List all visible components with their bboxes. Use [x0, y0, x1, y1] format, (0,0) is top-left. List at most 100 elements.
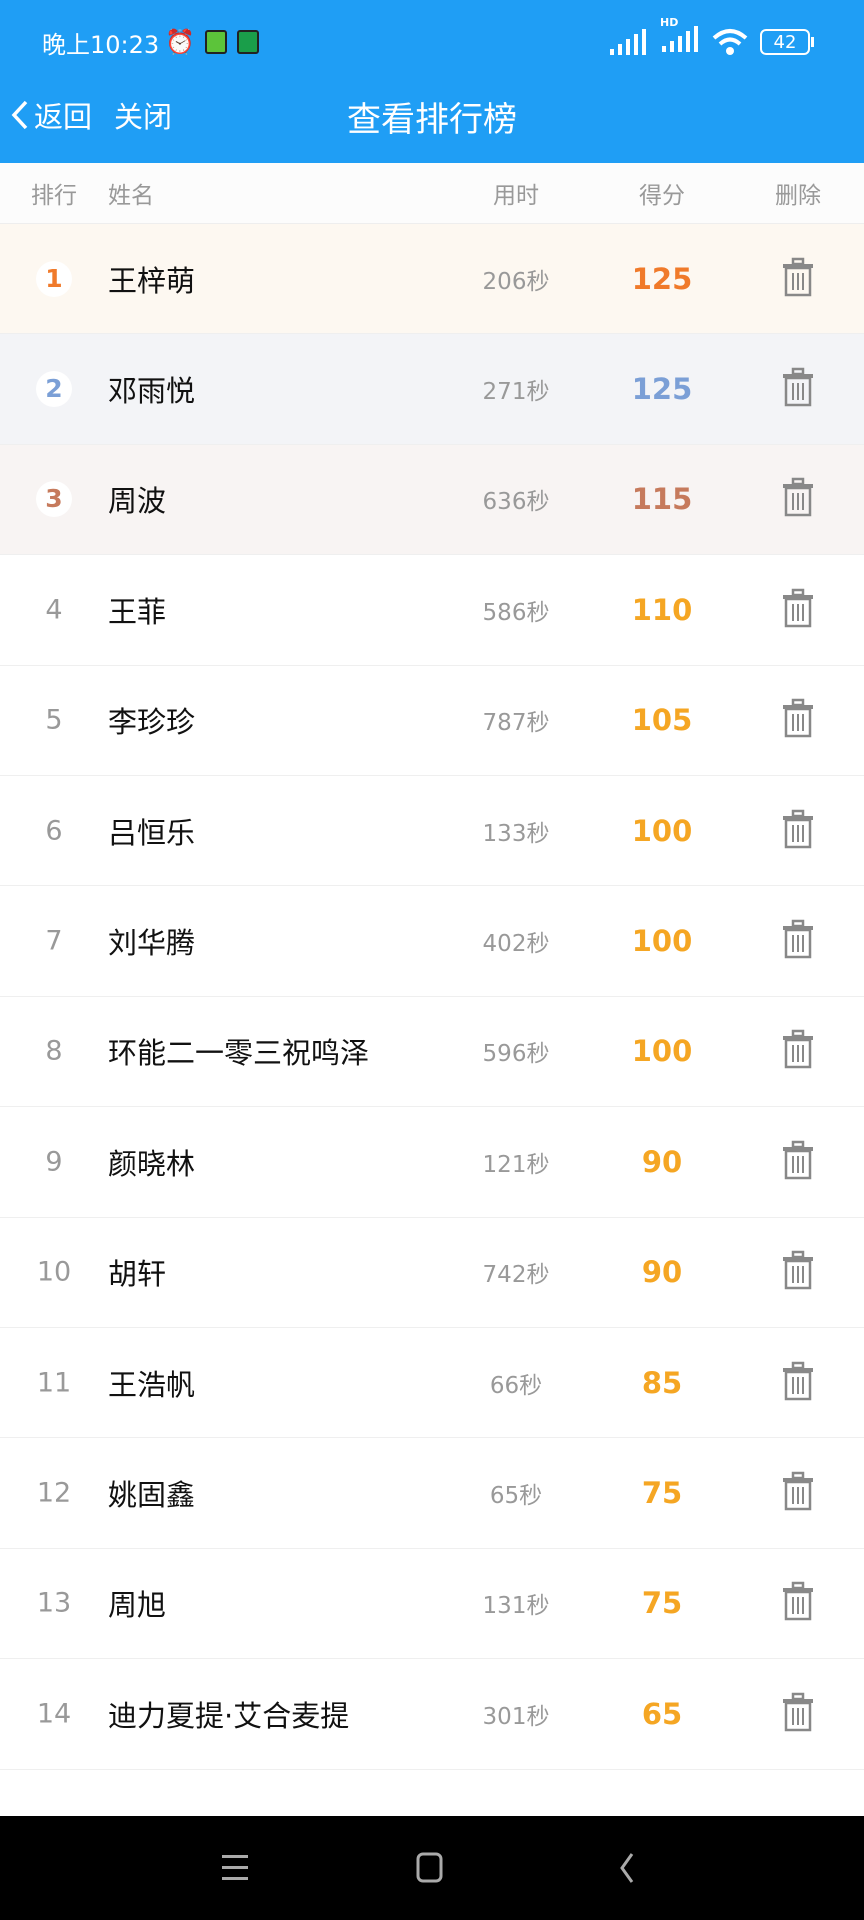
delete-button[interactable]	[740, 1471, 856, 1515]
score: 100	[631, 1034, 693, 1069]
player-name: 刘华腾	[108, 926, 196, 961]
table-row: 3 周波 636秒 115	[0, 444, 864, 556]
time-used: 402秒	[482, 931, 550, 958]
table-row: 2 邓雨悦 271秒 125	[0, 334, 864, 445]
col-name: 姓名	[108, 183, 154, 209]
player-name: 王菲	[108, 594, 167, 629]
player-name: 邓雨悦	[108, 374, 196, 409]
rank: 1	[0, 260, 108, 297]
time-used: 66秒	[489, 1372, 543, 1399]
table-row: 1 王梓萌 206秒 125	[0, 224, 864, 335]
player-name: 王浩帆	[108, 1367, 196, 1402]
delete-button[interactable]	[740, 809, 856, 853]
player-name: 周波	[108, 484, 167, 519]
table-row: 6 吕恒乐 133秒 100	[0, 776, 864, 887]
trash-icon	[781, 919, 815, 963]
back-button[interactable]: 返回	[10, 94, 92, 136]
player-name: 胡轩	[108, 1257, 167, 1292]
delete-button[interactable]	[740, 477, 856, 521]
close-button[interactable]: 关闭	[114, 100, 173, 134]
score: 100	[631, 813, 693, 848]
delete-button[interactable]	[740, 1361, 856, 1405]
time-used: 65秒	[489, 1483, 543, 1510]
status-time: 晚上10:23	[42, 30, 160, 59]
time-used: 121秒	[482, 1151, 550, 1178]
wifi-icon	[712, 29, 748, 55]
rank: 9	[45, 1146, 63, 1178]
signal-icon	[610, 29, 646, 55]
status-bar: 晚上10:23 ⏰ HD 42	[42, 16, 814, 62]
score: 125	[631, 372, 693, 407]
delete-button[interactable]	[740, 1250, 856, 1294]
trash-icon	[781, 1581, 815, 1625]
player-name: 吕恒乐	[108, 815, 196, 850]
trash-icon	[781, 1140, 815, 1184]
delete-button[interactable]	[740, 367, 856, 411]
network-label: HD	[660, 16, 679, 29]
trash-icon	[781, 257, 815, 301]
back-icon	[620, 1853, 634, 1883]
app-icon	[205, 30, 228, 54]
rank: 13	[36, 1587, 72, 1619]
time-used: 787秒	[482, 710, 550, 737]
table-row: 7 刘华腾 402秒 100	[0, 886, 864, 997]
time-used: 133秒	[482, 820, 550, 847]
delete-button[interactable]	[740, 1692, 856, 1736]
time-used: 271秒	[482, 379, 550, 406]
trash-icon	[781, 1471, 815, 1515]
rank: 8	[45, 1035, 63, 1067]
trash-icon	[781, 1250, 815, 1294]
battery-icon: 42	[760, 29, 814, 55]
rank-medal: 3	[36, 481, 72, 518]
time-used: 131秒	[482, 1593, 550, 1620]
system-nav-bar	[0, 1816, 864, 1920]
trash-icon	[781, 367, 815, 411]
score: 100	[631, 924, 693, 959]
score: 90	[641, 1255, 683, 1290]
delete-button[interactable]	[740, 1581, 856, 1625]
signal-hd-icon: HD	[660, 16, 700, 58]
table-row: 9 颜晓林 121秒 90	[0, 1107, 864, 1218]
home-icon	[416, 1852, 443, 1883]
score: 105	[631, 703, 693, 738]
table-row: 4 王菲 586秒 110	[0, 555, 864, 666]
delete-button[interactable]	[740, 257, 856, 301]
score: 75	[641, 1586, 683, 1621]
trash-icon	[781, 1361, 815, 1405]
score: 90	[641, 1144, 683, 1179]
rank: 10	[36, 1256, 72, 1288]
col-delete: 删除	[775, 183, 821, 209]
back-label: 返回	[34, 100, 93, 134]
delete-button[interactable]	[740, 698, 856, 742]
score: 75	[641, 1476, 683, 1511]
rank: 14	[36, 1698, 72, 1730]
player-name: 迪力夏提·艾合麦提	[108, 1698, 350, 1733]
delete-button[interactable]	[740, 588, 856, 632]
table-row: 12 姚固鑫 65秒 75	[0, 1438, 864, 1549]
delete-button[interactable]	[740, 919, 856, 963]
time-used: 586秒	[482, 599, 550, 626]
delete-button[interactable]	[740, 1029, 856, 1073]
rank: 11	[36, 1367, 72, 1399]
delete-button[interactable]	[740, 1140, 856, 1184]
rank-medal: 2	[36, 371, 72, 408]
app-header: 晚上10:23 ⏰ HD 42 返回 关闭 查看排行榜	[0, 0, 864, 163]
home-button[interactable]	[416, 1852, 444, 1888]
score: 115	[631, 482, 693, 517]
score: 85	[641, 1365, 683, 1400]
player-name: 李珍珍	[108, 705, 196, 740]
player-name: 环能二一零三祝鸣泽	[108, 1036, 370, 1071]
back-nav-button[interactable]	[618, 1852, 636, 1888]
table-row: 8 环能二一零三祝鸣泽 596秒 100	[0, 997, 864, 1108]
menu-button[interactable]	[222, 1852, 248, 1886]
table-header: 排行 姓名 用时 得分 删除	[0, 163, 864, 224]
menu-icon	[222, 1855, 248, 1880]
rank: 3	[0, 481, 108, 518]
rank: 4	[45, 594, 63, 626]
trash-icon	[781, 809, 815, 853]
battery-level: 42	[760, 29, 810, 55]
player-name: 王梓萌	[108, 263, 196, 298]
table-row: 14 迪力夏提·艾合麦提 301秒 65	[0, 1659, 864, 1770]
trash-icon	[781, 477, 815, 521]
table-row: 5 李珍珍 787秒 105	[0, 666, 864, 776]
